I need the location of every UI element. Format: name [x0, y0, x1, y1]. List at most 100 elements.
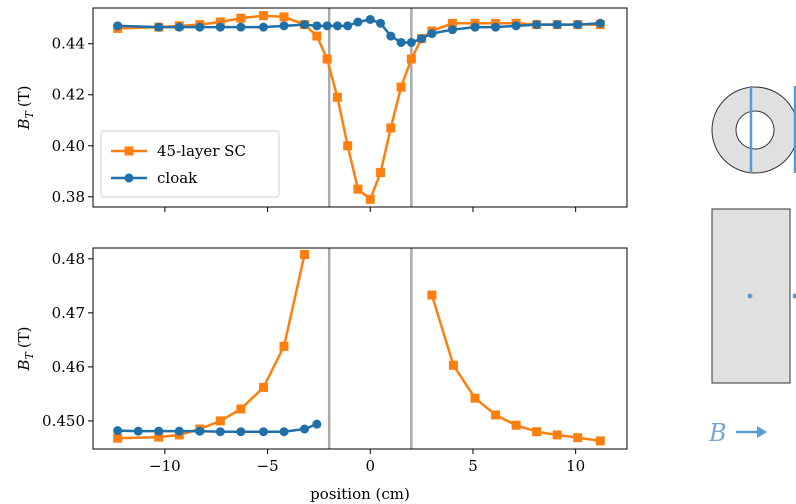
marker — [215, 22, 225, 32]
y-tick-label: 0.47 — [52, 304, 85, 322]
marker — [300, 249, 310, 259]
legend-marker — [124, 146, 134, 156]
marker — [312, 31, 322, 41]
marker — [552, 20, 562, 30]
marker — [258, 22, 268, 32]
marker — [406, 37, 416, 47]
x-tick-label: 10 — [566, 457, 585, 475]
x-tick-label: −10 — [149, 457, 181, 475]
axes-frame — [92, 247, 628, 450]
marker — [376, 18, 386, 28]
marker — [236, 22, 246, 32]
marker — [133, 426, 143, 436]
y-label-subscript: T — [23, 110, 36, 119]
marker — [427, 29, 437, 39]
marker — [470, 393, 480, 403]
marker — [365, 194, 375, 204]
marker — [396, 82, 406, 92]
x-axis-label: position (cm) — [310, 485, 410, 503]
marker — [113, 21, 123, 31]
marker — [343, 141, 353, 151]
marker — [279, 341, 289, 351]
marker — [511, 21, 521, 31]
field-arrowhead — [757, 426, 767, 438]
marker — [236, 404, 246, 414]
marker — [511, 420, 521, 430]
y-label-subscript: T — [23, 351, 36, 360]
marker — [386, 123, 396, 133]
marker — [532, 20, 542, 30]
marker — [154, 22, 164, 32]
marker — [365, 14, 375, 24]
schematic: B — [708, 86, 796, 447]
legend-label: cloak — [157, 169, 198, 187]
y-label-unit: (T) — [15, 326, 33, 348]
marker — [396, 37, 406, 47]
legend-box — [100, 130, 280, 198]
marker — [195, 426, 205, 436]
marker — [258, 427, 268, 437]
marker — [113, 433, 123, 443]
axes-frame — [92, 7, 628, 208]
legend-label: 45-layer SC — [157, 142, 246, 160]
marker — [573, 20, 583, 30]
series-line — [117, 254, 601, 443]
marker — [448, 360, 458, 370]
marker — [532, 427, 542, 437]
marker — [595, 436, 605, 446]
y-tick-label: 0.48 — [52, 250, 85, 268]
marker — [322, 54, 332, 64]
marker — [470, 22, 480, 32]
marker — [236, 427, 246, 437]
marker — [279, 21, 289, 31]
marker — [215, 416, 225, 426]
marker — [353, 17, 363, 27]
marker — [258, 11, 268, 21]
y-tick-label: 0.450 — [42, 412, 85, 430]
marker — [279, 427, 289, 437]
marker — [279, 12, 289, 22]
marker — [552, 430, 562, 440]
x-tick-label: 0 — [365, 457, 375, 475]
marker — [236, 13, 246, 23]
y-label-unit: (T) — [15, 85, 33, 107]
marker — [491, 410, 501, 420]
marker — [215, 427, 225, 437]
marker — [174, 426, 184, 436]
marker — [595, 18, 605, 28]
marker — [154, 426, 164, 436]
x-tick-label: 5 — [468, 457, 478, 475]
marker — [491, 22, 501, 32]
marker — [195, 22, 205, 32]
marker — [406, 54, 416, 64]
marker — [417, 34, 427, 44]
y-tick-label: 0.46 — [52, 358, 85, 376]
marker — [353, 184, 363, 194]
y-tick-label: 0.40 — [52, 137, 85, 155]
probe-point — [747, 293, 753, 299]
marker — [322, 21, 332, 31]
marker — [300, 20, 310, 30]
marker — [332, 92, 342, 102]
marker — [312, 21, 322, 31]
y-tick-label: 0.44 — [52, 35, 85, 53]
y-label-symbol: B — [15, 360, 33, 372]
marker — [376, 168, 386, 178]
marker — [113, 426, 123, 436]
marker — [300, 424, 310, 434]
annulus-hole — [735, 110, 775, 150]
y-label-symbol: B — [15, 119, 33, 131]
marker — [343, 21, 353, 31]
marker — [386, 31, 396, 41]
marker — [312, 419, 322, 429]
marker — [427, 290, 437, 300]
marker — [447, 25, 457, 35]
marker — [154, 432, 164, 442]
y-tick-label: 0.38 — [52, 188, 85, 206]
field-label: B — [708, 419, 727, 447]
y-axis-label: BT (T) — [15, 326, 36, 371]
marker — [573, 433, 583, 443]
legend-marker — [124, 173, 134, 183]
probe-point — [792, 293, 796, 299]
